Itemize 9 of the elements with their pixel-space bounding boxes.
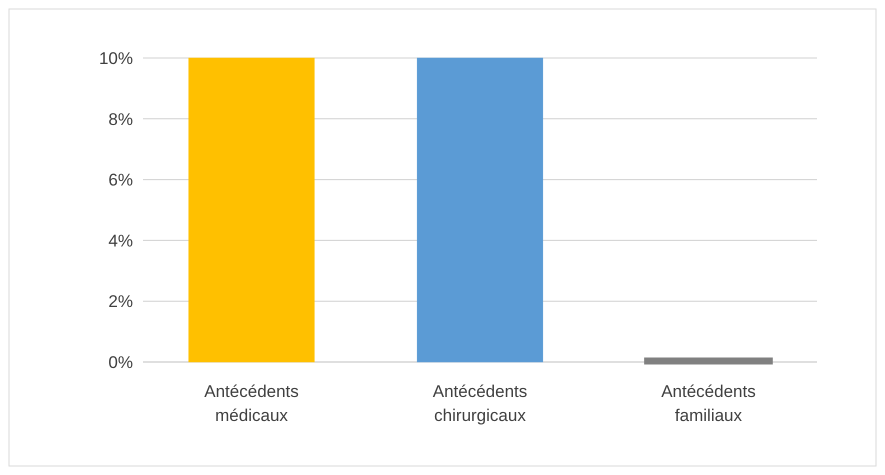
x-tick-label: Antécédents médicaux bbox=[204, 382, 299, 425]
y-tick-label: 6% bbox=[108, 170, 133, 190]
y-tick-label: 4% bbox=[108, 231, 133, 250]
y-tick-label: 2% bbox=[108, 292, 133, 312]
x-tick-label: Antécédents familiaux bbox=[661, 382, 756, 425]
y-tick-label: 10% bbox=[98, 48, 133, 68]
y-tick-label: 8% bbox=[108, 110, 133, 129]
x-tick-label: Antécédents chirurgicaux bbox=[432, 382, 528, 425]
y-tick-label: 0% bbox=[108, 352, 133, 372]
